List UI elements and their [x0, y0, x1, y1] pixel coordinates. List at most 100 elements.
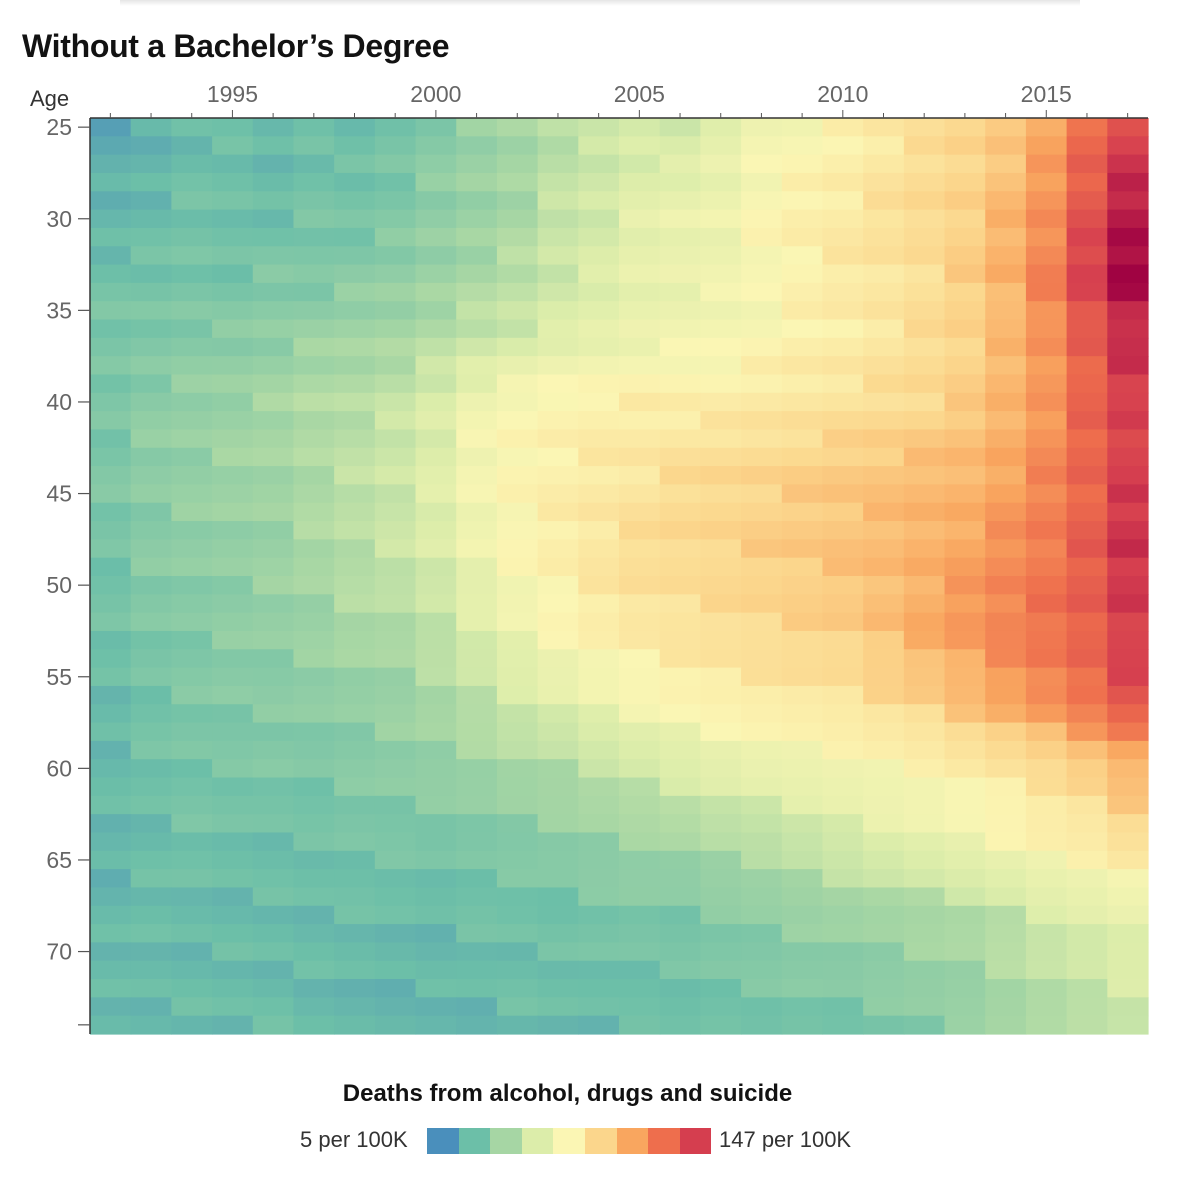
heatmap-cell-1995-age-42 — [212, 429, 254, 449]
heatmap-cell-2005-age-46 — [619, 502, 661, 522]
y-tick-label: 25 — [46, 114, 72, 140]
heatmap-cell-1997-age-50 — [293, 576, 335, 595]
heatmap-cell-1995-age-29 — [212, 191, 254, 211]
heatmap-cell-2000-age-57 — [415, 704, 457, 724]
heatmap-cell-2001-age-58 — [456, 722, 498, 742]
y-tick-label: 65 — [46, 847, 72, 873]
heatmap-cell-2001-age-34 — [456, 282, 498, 302]
heatmap-cell-2014-age-68 — [985, 905, 1027, 925]
heatmap-cell-2007-age-47 — [700, 521, 742, 540]
heatmap-cell-2009-age-67 — [781, 887, 824, 907]
heatmap-cell-1995-age-57 — [212, 704, 254, 724]
heatmap-cell-2006-age-41 — [659, 411, 701, 431]
heatmap-cell-2007-age-43 — [700, 447, 742, 467]
heatmap-cell-2005-age-43 — [619, 447, 661, 467]
legend-title: Deaths from alcohol, drugs and suicide — [342, 1080, 793, 1107]
heatmap-cell-2002-age-48 — [496, 539, 539, 559]
heatmap-cell-2013-age-37 — [944, 337, 986, 357]
heatmap-cell-2015-age-57 — [1025, 704, 1068, 724]
heatmap-cell-2008-age-40 — [741, 392, 783, 412]
heatmap-cell-2013-age-34 — [944, 282, 986, 302]
heatmap-cell-1996-age-64 — [252, 832, 295, 852]
heatmap-cell-2008-age-25 — [741, 118, 783, 137]
heatmap-cell-1995-age-62 — [212, 795, 254, 815]
heatmap-cell-2010-age-53 — [822, 630, 864, 650]
heatmap-cell-2002-age-68 — [496, 905, 539, 925]
heatmap-cell-2017-age-68 — [1107, 905, 1149, 925]
heatmap-cell-2001-age-73 — [456, 997, 498, 1017]
heatmap-cell-2000-age-68 — [415, 905, 457, 925]
heatmap-cell-1999-age-49 — [374, 557, 417, 577]
heatmap-cell-2006-age-42 — [659, 429, 701, 449]
heatmap-cell-2011-age-26 — [863, 136, 905, 156]
heatmap-cell-2017-age-52 — [1107, 612, 1149, 632]
heatmap-cell-1999-age-40 — [374, 392, 417, 412]
heatmap-cell-1994-age-47 — [171, 521, 213, 540]
heatmap-cell-1997-age-55 — [293, 667, 335, 687]
heatmap-cell-2009-age-33 — [781, 264, 824, 284]
heatmap-cell-2013-age-43 — [944, 447, 986, 467]
heatmap-cell-1999-age-67 — [374, 887, 417, 907]
heatmap-cell-1996-age-52 — [252, 612, 295, 632]
heatmap-cell-2003-age-46 — [537, 502, 579, 522]
heatmap-cell-1992-age-65 — [90, 850, 132, 870]
heatmap-cell-1997-age-56 — [293, 685, 335, 705]
heatmap-cell-2016-age-44 — [1066, 466, 1108, 485]
heatmap-cell-1995-age-50 — [212, 576, 254, 595]
heatmap-cell-2011-age-62 — [863, 795, 905, 815]
heatmap-cell-1998-age-28 — [334, 172, 376, 192]
heatmap-cell-1999-age-52 — [374, 612, 417, 632]
heatmap-cell-2007-age-62 — [700, 795, 742, 815]
heatmap-cell-2000-age-44 — [415, 466, 457, 485]
heatmap-cell-2008-age-34 — [741, 282, 783, 302]
heatmap-cell-2002-age-64 — [496, 832, 539, 852]
heatmap-cell-2011-age-56 — [863, 685, 905, 705]
heatmap-cell-2007-age-65 — [700, 850, 742, 870]
heatmap-cell-1999-age-61 — [374, 777, 417, 797]
heatmap-cell-2015-age-29 — [1025, 191, 1068, 211]
heatmap-cell-2001-age-67 — [456, 887, 498, 907]
heatmap-cell-2006-age-74 — [659, 1015, 701, 1035]
heatmap-cell-2015-age-45 — [1025, 484, 1068, 504]
heatmap-cell-2003-age-43 — [537, 447, 579, 467]
heatmap-cell-2014-age-72 — [985, 979, 1027, 998]
heatmap-cell-2000-age-70 — [415, 942, 457, 962]
heatmap-cell-2010-age-46 — [822, 502, 864, 522]
heatmap-cell-1998-age-51 — [334, 594, 376, 614]
heatmap-cell-2009-age-56 — [781, 685, 824, 705]
heatmap-cell-2006-age-38 — [659, 356, 701, 376]
heatmap-cell-2013-age-64 — [944, 832, 986, 852]
heatmap-cell-2007-age-71 — [700, 960, 742, 980]
heatmap-cell-2016-age-59 — [1066, 740, 1108, 760]
heatmap-cell-2005-age-73 — [619, 997, 661, 1017]
heatmap-cell-2001-age-38 — [456, 356, 498, 376]
heatmap-cell-1997-age-43 — [293, 447, 335, 467]
heatmap-cell-1994-age-37 — [171, 337, 213, 357]
heatmap-cell-2003-age-52 — [537, 612, 579, 632]
heatmap-cell-2016-age-30 — [1066, 209, 1108, 229]
heatmap-cell-1994-age-26 — [171, 136, 213, 156]
heatmap-cell-1997-age-64 — [293, 832, 335, 852]
heatmap-cell-2015-age-65 — [1025, 850, 1068, 870]
heatmap-cell-2001-age-71 — [456, 960, 498, 980]
heatmap-cell-2011-age-64 — [863, 832, 905, 852]
heatmap-cell-1999-age-58 — [374, 722, 417, 742]
heatmap-cell-1997-age-67 — [293, 887, 335, 907]
heatmap-cell-1993-age-66 — [130, 869, 172, 889]
heatmap-cell-2006-age-68 — [659, 905, 701, 925]
heatmap-cell-2016-age-66 — [1066, 869, 1108, 889]
heatmap-cell-2006-age-30 — [659, 209, 701, 229]
heatmap-cell-1997-age-26 — [293, 136, 335, 156]
heatmap-cell-2017-age-37 — [1107, 337, 1149, 357]
heatmap-cell-2008-age-74 — [741, 1015, 783, 1035]
heatmap-cell-2006-age-31 — [659, 227, 701, 247]
heatmap-cell-2016-age-62 — [1066, 795, 1108, 815]
heatmap-cell-1999-age-37 — [374, 337, 417, 357]
heatmap-cell-1994-age-59 — [171, 740, 213, 760]
heatmap-cell-2012-age-66 — [903, 869, 946, 889]
heatmap-cell-1992-age-34 — [90, 282, 132, 302]
heatmap-cell-2010-age-61 — [822, 777, 864, 797]
heatmap-cell-2007-age-42 — [700, 429, 742, 449]
heatmap-cell-1999-age-26 — [374, 136, 417, 156]
heatmap-cell-2016-age-53 — [1066, 630, 1108, 650]
